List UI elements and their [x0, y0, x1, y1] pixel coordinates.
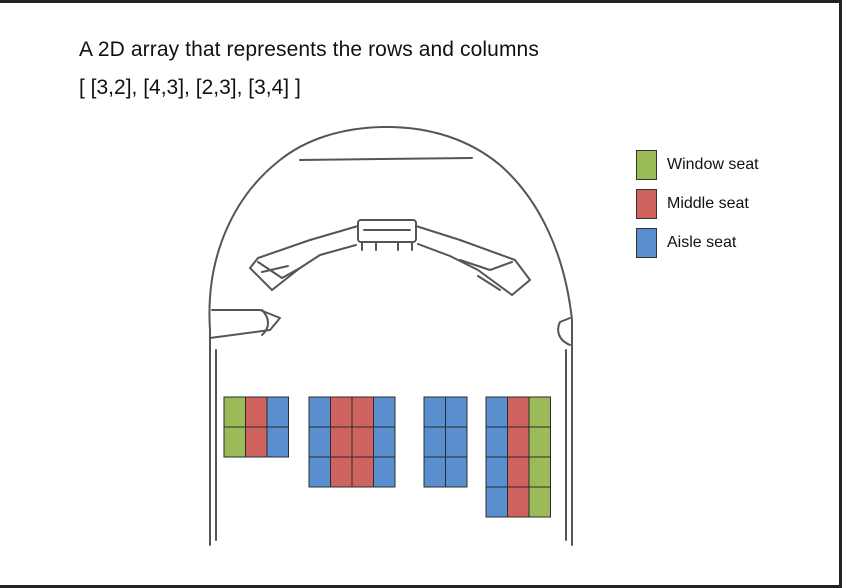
- middle-seat: [330, 426, 353, 458]
- window-seat: [528, 486, 551, 518]
- aisle-seat: [373, 456, 396, 488]
- aisle-seat: [266, 426, 289, 458]
- aisle-seat: [308, 396, 331, 428]
- aisle-seat: [445, 426, 468, 458]
- aisle-seat: [423, 456, 446, 488]
- aisle-seat: [485, 396, 508, 428]
- aisle-seat: [373, 396, 396, 428]
- middle-seat: [507, 456, 530, 488]
- middle-seat: [330, 456, 353, 488]
- seat-block-1: [223, 396, 289, 458]
- aisle-seat: [308, 456, 331, 488]
- aisle-seat: [373, 426, 396, 458]
- middle-seat: [507, 426, 530, 458]
- middle-seat: [330, 396, 353, 428]
- legend-item-aisle: Aisle seat: [636, 228, 826, 258]
- middle-seat: [507, 396, 530, 428]
- aisle-seat: [485, 486, 508, 518]
- aisle-seat: [423, 426, 446, 458]
- middle-seat: [245, 426, 268, 458]
- middle-seat: [245, 396, 268, 428]
- window-seat: [223, 396, 246, 428]
- legend-swatch-aisle: [636, 228, 657, 258]
- aisle-seat: [308, 426, 331, 458]
- legend-label-middle: Middle seat: [667, 195, 749, 212]
- legend-swatch-middle: [636, 189, 657, 219]
- window-seat: [528, 396, 551, 428]
- seat-block-2: [308, 396, 396, 488]
- seat-block-3: [423, 396, 468, 488]
- middle-seat: [351, 456, 374, 488]
- middle-seat: [507, 486, 530, 518]
- aisle-seat: [485, 426, 508, 458]
- aisle-seat: [485, 456, 508, 488]
- window-seat: [528, 456, 551, 488]
- legend-label-window: Window seat: [667, 156, 759, 173]
- aisle-seat: [266, 396, 289, 428]
- middle-seat: [351, 426, 374, 458]
- legend-label-aisle: Aisle seat: [667, 234, 737, 251]
- window-seat: [528, 426, 551, 458]
- legend-item-middle: Middle seat: [636, 189, 826, 219]
- window-seat: [223, 426, 246, 458]
- aisle-seat: [423, 396, 446, 428]
- middle-seat: [351, 396, 374, 428]
- diagram-title: A 2D array that represents the rows and …: [79, 38, 539, 61]
- aisle-seat: [445, 396, 468, 428]
- legend-swatch-window: [636, 150, 657, 180]
- legend-item-window: Window seat: [636, 150, 826, 180]
- seat-block-4: [485, 396, 551, 518]
- array-text: [ [3,2], [4,3], [2,3], [3,4] ]: [79, 76, 301, 99]
- aisle-seat: [445, 456, 468, 488]
